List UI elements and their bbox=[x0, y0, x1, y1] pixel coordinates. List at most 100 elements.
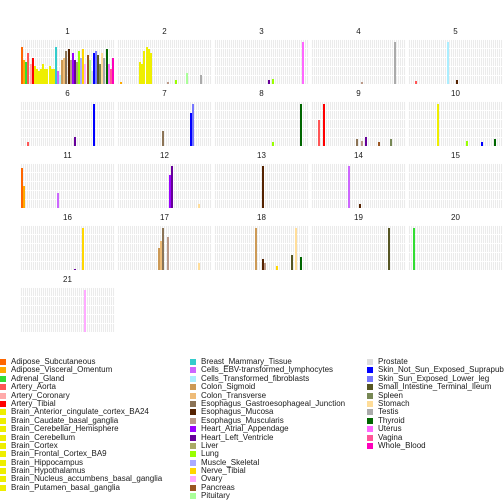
legend-key bbox=[0, 451, 6, 458]
bar-esophagus-mucosa bbox=[261, 259, 264, 270]
facet-title: 19 bbox=[354, 213, 363, 222]
bar-small-intestine-terminal-ileum bbox=[291, 254, 294, 270]
legend-label: Ovary bbox=[201, 474, 223, 484]
legend-key bbox=[367, 434, 373, 441]
bar-uterus bbox=[107, 64, 110, 84]
bar-thyroid bbox=[299, 104, 302, 146]
bar-brain-nucleus-accumbens-basal-ganglia bbox=[50, 68, 53, 84]
bar-cells-transformed-fibroblasts bbox=[447, 42, 450, 84]
legend-key bbox=[367, 409, 373, 416]
bar-pancreas bbox=[377, 141, 380, 146]
facet-9: 9 bbox=[311, 88, 406, 146]
legend-label: Artery_Tibial bbox=[11, 398, 56, 408]
facet-panel bbox=[117, 39, 212, 84]
bar-esophagus-muscularis bbox=[263, 263, 266, 270]
legend-label: Pancreas bbox=[201, 482, 235, 492]
bar-artery-tibial bbox=[31, 57, 34, 84]
facet-panel bbox=[20, 287, 115, 332]
legend-key bbox=[367, 392, 373, 399]
legend-key bbox=[190, 367, 196, 374]
legend-key bbox=[0, 375, 6, 382]
legend-key bbox=[190, 451, 196, 458]
legend-label: Brain_Frontal_Cortex_BA9 bbox=[11, 449, 107, 459]
bar-heart-left-ventricle bbox=[364, 137, 367, 146]
facet-panel bbox=[311, 225, 406, 270]
legend-label: Brain_Cerebellum bbox=[11, 432, 76, 442]
bar-cells-ebv-transformed-lymphocytes bbox=[57, 192, 59, 208]
bar-esophagus-mucosa bbox=[67, 48, 70, 84]
bar-skin-sun-exposed-lower-leg bbox=[192, 104, 194, 146]
legend-key bbox=[190, 459, 196, 466]
legend-label: Small_Intestine_Terminal_Ileum bbox=[378, 382, 492, 392]
legend-label: Spleen bbox=[378, 390, 403, 400]
legend-key bbox=[190, 434, 196, 441]
facet-5: 5 bbox=[408, 26, 503, 84]
legend-label: Prostate bbox=[378, 357, 408, 366]
bar-lung bbox=[272, 141, 275, 146]
legend-key bbox=[190, 375, 196, 382]
bar-nerve-tibial bbox=[82, 228, 85, 270]
legend-label: Breast_Mammary_Tissue bbox=[201, 357, 292, 366]
legend-label: Brain_Anterior_cingulate_cortex_BA24 bbox=[11, 407, 149, 417]
facet-title: 3 bbox=[259, 27, 264, 36]
bar-skin-not-sun-exposed-suprapubic bbox=[92, 53, 95, 84]
bar-cells-ebv-transformed-lymphocytes bbox=[348, 166, 350, 208]
bar-liver bbox=[76, 62, 78, 84]
facet-title: 5 bbox=[453, 27, 458, 36]
legend-key bbox=[0, 468, 6, 475]
legend-key bbox=[367, 417, 373, 424]
bar-brain-cortex bbox=[139, 62, 142, 84]
facet-panel bbox=[117, 225, 212, 270]
bar-artery-aorta bbox=[27, 141, 30, 146]
bar-adrenal-gland bbox=[413, 228, 416, 270]
facet-title: 12 bbox=[160, 151, 169, 160]
legend-label: Thyroid bbox=[378, 415, 405, 425]
legend-key bbox=[190, 468, 196, 475]
facet-4: 4 bbox=[311, 26, 406, 84]
bar-brain-nucleus-accumbens-basal-ganglia bbox=[147, 48, 150, 84]
facet-panel bbox=[214, 101, 309, 146]
legend-label: Cells_EBV-transformed_lymphocytes bbox=[201, 365, 334, 375]
facet-panel bbox=[20, 39, 115, 84]
bar-esophagus-muscularis bbox=[166, 81, 169, 84]
legend-label: Lung bbox=[201, 449, 219, 459]
bar-adipose-visceral-omentum bbox=[23, 59, 26, 84]
bar-adipose-visceral-omentum bbox=[120, 81, 123, 84]
legend-label: Brain_Cerebellar_Hemisphere bbox=[11, 424, 119, 434]
bar-brain-hippocampus bbox=[46, 68, 49, 84]
legend-label: Brain_Nucleus_accumbens_basal_ganglia bbox=[11, 474, 163, 484]
facet-title: 20 bbox=[451, 213, 460, 222]
bar-esophagus-gastroesophageal-junction bbox=[162, 130, 165, 146]
bar-stomach bbox=[295, 228, 298, 270]
legend-key bbox=[0, 392, 6, 399]
bar-esophagus-mucosa bbox=[358, 203, 361, 208]
legend-key bbox=[0, 484, 6, 491]
legend-label: Testis bbox=[378, 407, 399, 417]
legend-key bbox=[367, 375, 373, 382]
bar-ovary bbox=[84, 64, 87, 84]
bar-brain-frontal-cortex-ba9 bbox=[141, 64, 144, 84]
bar-colon-transverse bbox=[160, 241, 163, 270]
bar-esophagus-gastroesophageal-junction bbox=[162, 228, 165, 270]
facet-panel bbox=[408, 225, 503, 270]
facet-14: 14 bbox=[311, 150, 406, 208]
facet-19: 19 bbox=[311, 212, 406, 270]
bar-cells-transformed-fibroblasts bbox=[59, 75, 62, 84]
legend-key bbox=[0, 417, 6, 424]
legend-key bbox=[367, 367, 373, 374]
legend-label: Nerve_Tibial bbox=[201, 466, 246, 476]
bar-thyroid bbox=[493, 139, 496, 146]
facet-title: 6 bbox=[65, 89, 70, 98]
bar-esophagus-gastroesophageal-junction bbox=[65, 51, 68, 84]
bar-artery-tibial bbox=[322, 104, 325, 146]
facet-panel bbox=[311, 39, 406, 84]
bar-colon-sigmoid bbox=[61, 59, 64, 84]
facet-title: 21 bbox=[63, 275, 72, 284]
legend-key bbox=[190, 484, 196, 491]
facet-21: 21 bbox=[20, 274, 115, 332]
facet-title: 15 bbox=[451, 151, 460, 160]
facet-15: 15 bbox=[408, 150, 503, 208]
bar-heart-atrial-appendage bbox=[168, 175, 171, 208]
facet-11: 11 bbox=[20, 150, 115, 208]
bar-ovary bbox=[84, 290, 87, 332]
